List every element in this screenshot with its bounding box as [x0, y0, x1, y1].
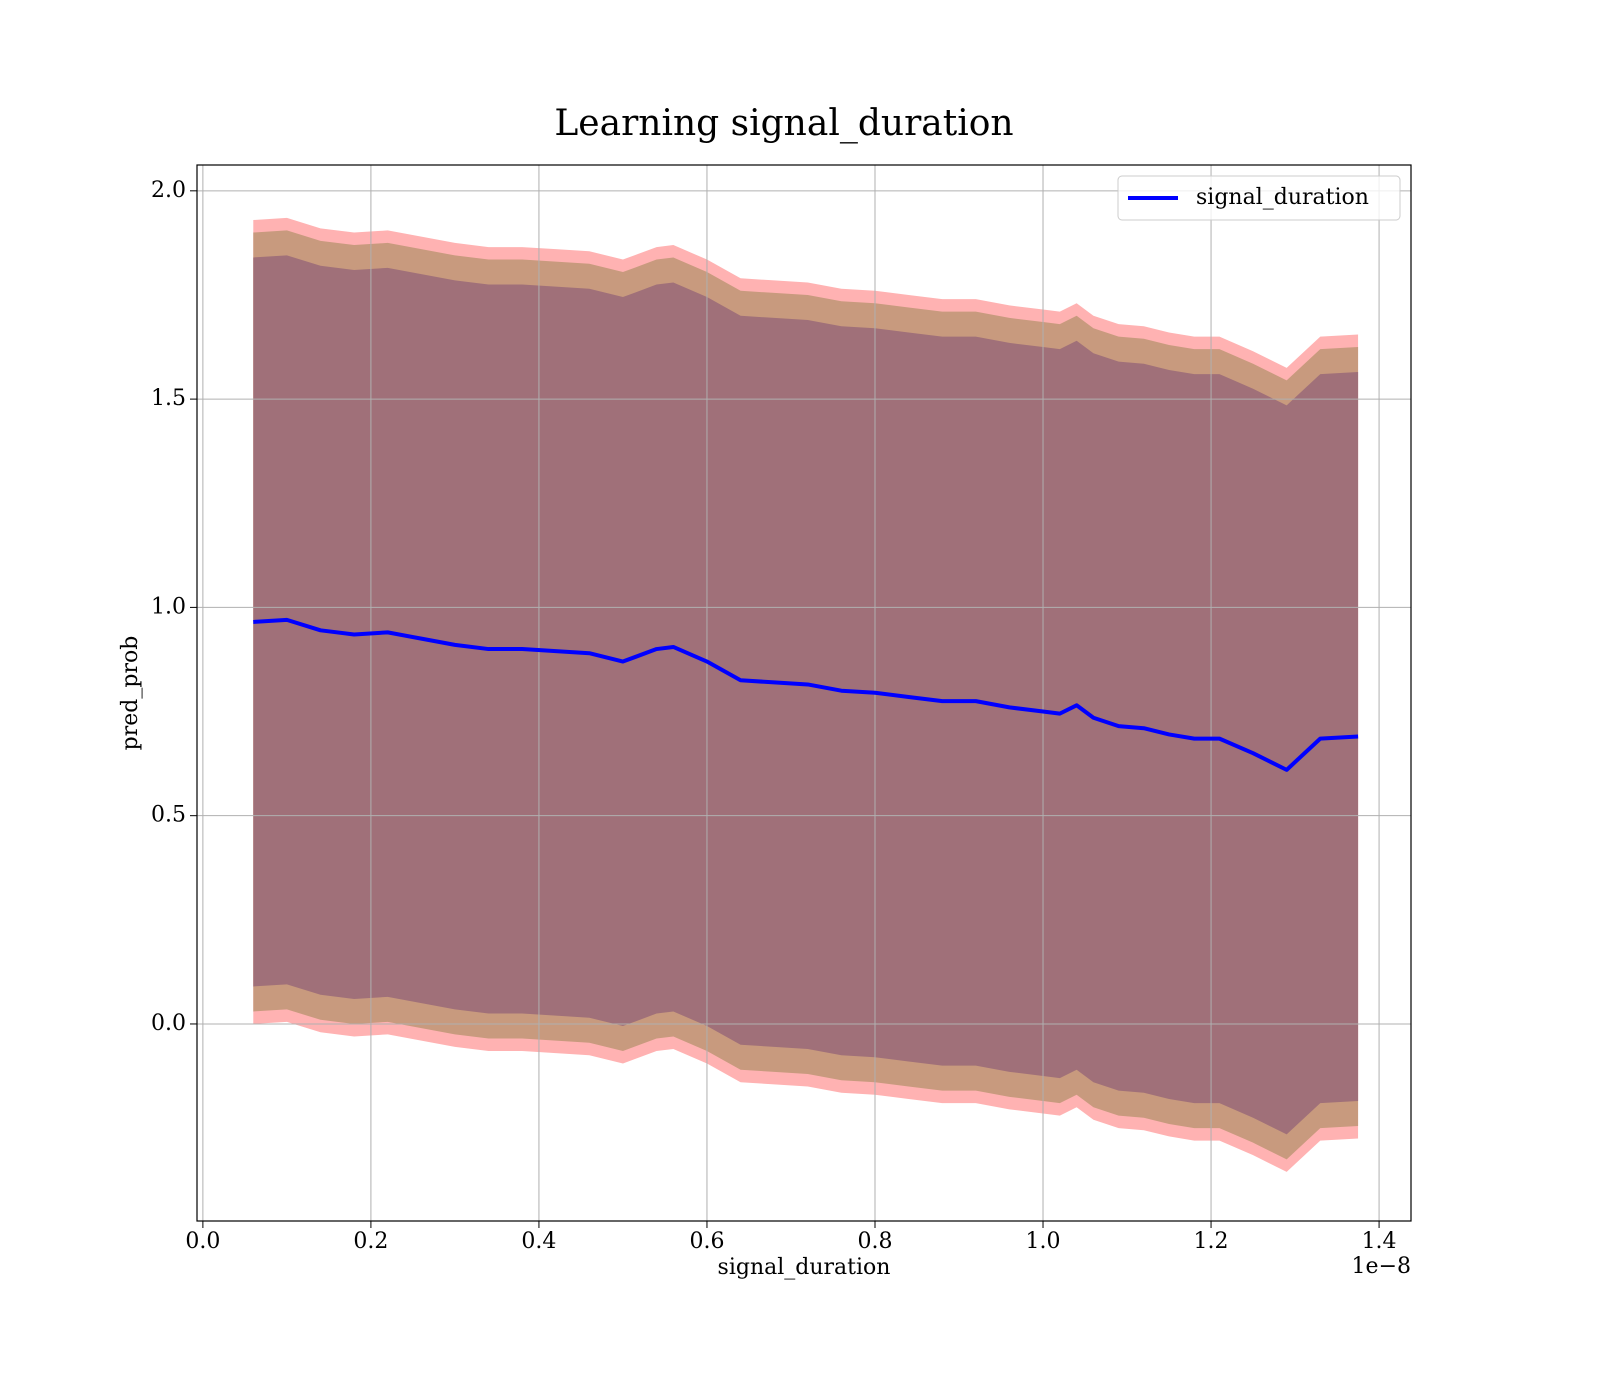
confidence-band — [253, 255, 1359, 1135]
legend-label: signal_duration — [1196, 185, 1369, 210]
x-offset-label: 1e−8 — [1352, 1254, 1411, 1279]
x-tick-label: 1.0 — [1026, 1229, 1061, 1254]
x-tick-label: 0.2 — [353, 1229, 388, 1254]
y-tick-label: 1.0 — [151, 594, 186, 619]
data-line — [253, 617, 1359, 772]
x-tick-label: 1.2 — [1194, 1229, 1229, 1254]
axes-frame — [196, 164, 1412, 1222]
x-tick-label: 1.4 — [1362, 1229, 1397, 1254]
legend-box — [1117, 175, 1401, 221]
x-tick-label: 0.0 — [185, 1229, 220, 1254]
y-tick-label: 2.0 — [151, 178, 186, 203]
x-tick-label: 0.6 — [689, 1229, 724, 1254]
y-tick-label: 0.5 — [151, 803, 186, 828]
y-axis-label: pred_prob — [118, 636, 143, 751]
plot-area: 0.0 0.2 0.4 0.6 0.8 1.0 1.2 1.4 0.0 0.5 1.0 1.5 2.0 s… — [151, 164, 1412, 1254]
x-tick-label: 0.4 — [521, 1229, 556, 1254]
x-tick-label: 0.8 — [857, 1229, 892, 1254]
y-tick-label: 0.0 — [151, 1011, 186, 1036]
x-axis-label: signal_duration — [718, 1255, 891, 1280]
chart-title: Learning signal_duration — [554, 103, 1013, 144]
y-tick-label: 1.5 — [151, 386, 186, 411]
